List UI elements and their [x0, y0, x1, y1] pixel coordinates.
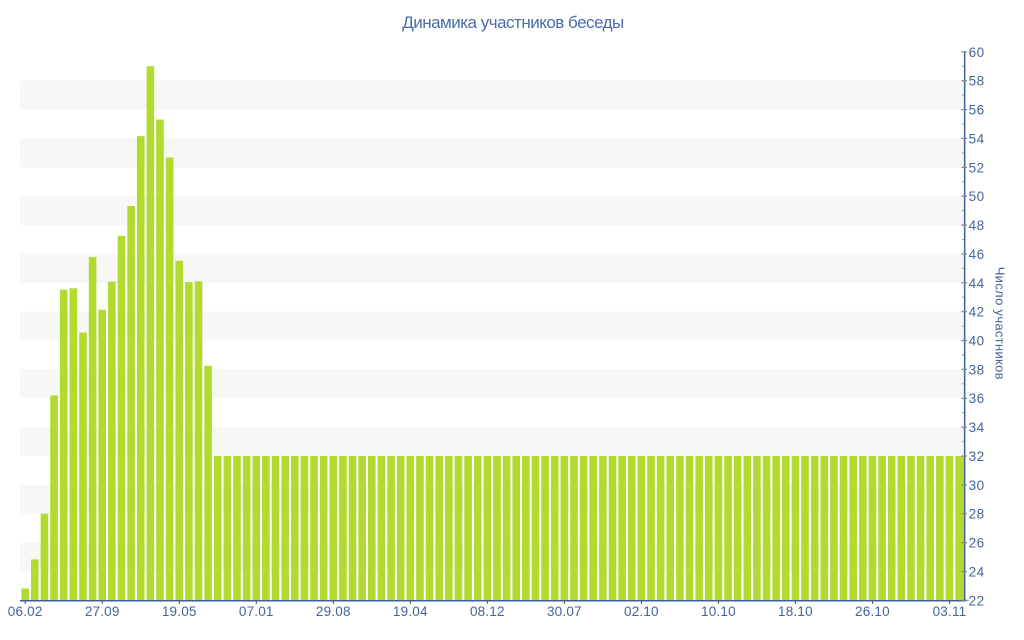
svg-text:08.12: 08.12 — [470, 604, 505, 619]
svg-text:46: 46 — [969, 247, 985, 262]
svg-text:38: 38 — [969, 362, 985, 377]
svg-text:32: 32 — [969, 449, 985, 464]
svg-text:40: 40 — [969, 333, 985, 348]
svg-text:30: 30 — [969, 478, 985, 493]
svg-text:10.10: 10.10 — [701, 604, 736, 619]
svg-text:30.07: 30.07 — [547, 604, 582, 619]
svg-text:29.08: 29.08 — [316, 604, 351, 619]
svg-text:60: 60 — [969, 45, 985, 60]
svg-text:28: 28 — [969, 507, 985, 522]
svg-text:58: 58 — [969, 74, 985, 89]
svg-text:56: 56 — [969, 103, 985, 118]
svg-text:54: 54 — [969, 131, 985, 146]
svg-text:50: 50 — [969, 189, 985, 204]
svg-text:03.11: 03.11 — [933, 604, 967, 619]
svg-text:Динамика участников беседы: Динамика участников беседы — [402, 13, 624, 32]
svg-text:19.05: 19.05 — [162, 604, 197, 619]
svg-text:19.04: 19.04 — [393, 604, 428, 619]
svg-text:26: 26 — [969, 536, 985, 551]
svg-text:06.02: 06.02 — [8, 604, 43, 619]
svg-text:52: 52 — [969, 160, 985, 175]
svg-text:48: 48 — [969, 218, 985, 233]
svg-text:Число участников: Число участников — [993, 267, 1008, 380]
svg-text:07.01: 07.01 — [239, 604, 274, 619]
svg-text:18.10: 18.10 — [778, 604, 813, 619]
svg-text:24: 24 — [969, 564, 985, 579]
svg-text:36: 36 — [969, 391, 985, 406]
svg-text:02.10: 02.10 — [624, 604, 659, 619]
svg-text:44: 44 — [969, 276, 985, 291]
svg-text:42: 42 — [969, 305, 985, 320]
svg-text:34: 34 — [969, 420, 985, 435]
svg-text:22: 22 — [969, 593, 985, 608]
svg-text:26.10: 26.10 — [855, 604, 890, 619]
svg-text:27.09: 27.09 — [85, 604, 120, 619]
